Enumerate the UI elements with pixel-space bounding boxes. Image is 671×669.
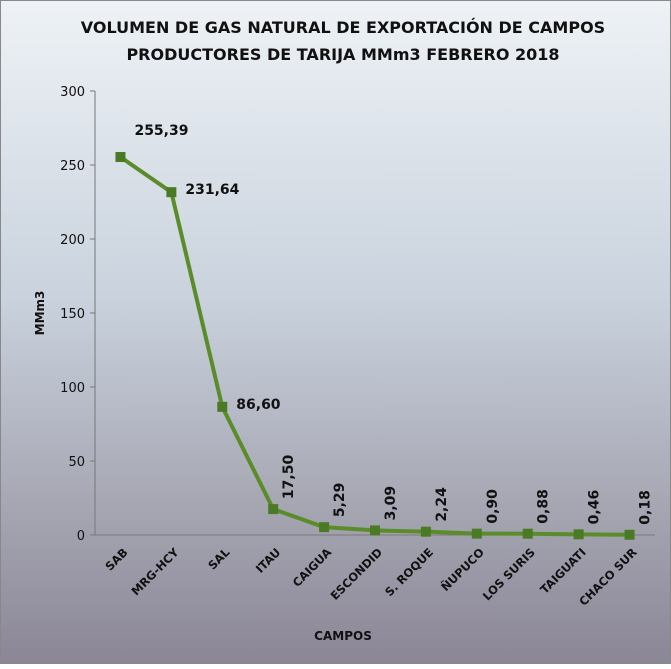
- y-tick-label: 150: [60, 307, 85, 322]
- data-label: 0,90: [485, 489, 501, 524]
- data-label: 3,09: [383, 486, 399, 521]
- data-label: 0,46: [587, 490, 603, 525]
- y-tick-label: 0: [77, 529, 85, 544]
- data-label: 0,88: [536, 489, 552, 524]
- data-label: 86,60: [236, 397, 281, 413]
- marker: [115, 152, 125, 162]
- y-tick-label: 200: [60, 233, 85, 248]
- marker: [574, 529, 584, 539]
- marker: [523, 529, 533, 539]
- chart-title: VOLUMEN DE GAS NATURAL DE EXPORTACIÓN DE…: [81, 18, 605, 37]
- marker: [217, 402, 227, 412]
- marker: [319, 522, 329, 532]
- y-tick-label: 300: [60, 85, 85, 100]
- chart-title: PRODUCTORES DE TARIJA MMm3 FEBRERO 2018: [126, 45, 559, 64]
- y-tick-label: 250: [60, 159, 85, 174]
- chart: VOLUMEN DE GAS NATURAL DE EXPORTACIÓN DE…: [0, 0, 671, 664]
- y-tick-label: 50: [68, 455, 85, 470]
- marker: [472, 529, 482, 539]
- data-label: 5,29: [332, 483, 348, 518]
- marker: [625, 530, 635, 540]
- data-label: 231,64: [185, 182, 239, 198]
- marker: [421, 527, 431, 537]
- data-label: 0,18: [638, 490, 654, 525]
- y-tick-label: 100: [60, 381, 85, 396]
- marker: [370, 525, 380, 535]
- x-axis-label: CAMPOS: [314, 629, 372, 643]
- marker: [166, 187, 176, 197]
- marker: [268, 504, 278, 514]
- y-axis-label: MMm3: [33, 291, 47, 336]
- data-label: 17,50: [281, 455, 297, 500]
- data-label: 2,24: [434, 487, 450, 522]
- data-label: 255,39: [134, 123, 188, 139]
